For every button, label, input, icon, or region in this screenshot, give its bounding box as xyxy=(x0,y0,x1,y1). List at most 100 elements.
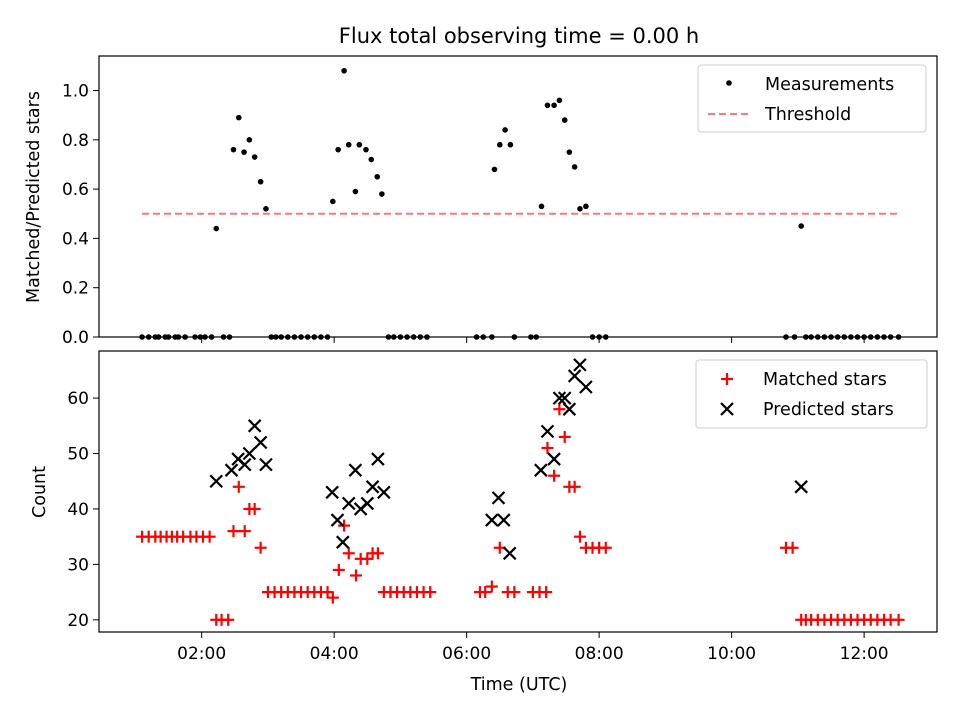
matched-stars-point xyxy=(553,403,566,416)
chart-title: Flux total observing time = 0.00 h xyxy=(339,24,699,48)
predicted-stars-point xyxy=(496,513,511,527)
matched-stars-point xyxy=(485,580,498,593)
predicted-stars-point xyxy=(502,546,517,561)
measurements-point xyxy=(507,141,514,148)
measurements-point xyxy=(341,67,347,74)
predicted-stars-point xyxy=(209,474,224,489)
predicted-stars-point xyxy=(341,496,356,511)
matched-stars-point xyxy=(573,530,586,543)
measurements-point xyxy=(251,154,258,160)
matched-stars-point xyxy=(254,541,267,554)
y-tick-label: 40 xyxy=(67,500,89,520)
measurements-point xyxy=(235,114,242,121)
predicted-stars-point xyxy=(371,452,385,466)
count-marks xyxy=(136,358,905,626)
matched-stars-point xyxy=(540,586,553,599)
matched-stars-point xyxy=(203,530,216,543)
predicted-stars-point xyxy=(794,480,808,494)
count-y-ticks: 20 30 40 50 60 xyxy=(67,389,99,631)
matched-stars-point xyxy=(350,569,363,582)
measurements-point xyxy=(571,164,578,170)
y-tick-label: 0.4 xyxy=(62,229,89,249)
count-panel: 20 30 40 50 60 02:00 04:00 06:00 08:00 10:00 12:0… xyxy=(30,350,938,695)
y-tick-label: 0.0 xyxy=(62,328,89,348)
y-tick-label: 20 xyxy=(67,611,89,631)
matched-stars-point xyxy=(599,541,612,554)
y-tick-label: 50 xyxy=(67,445,89,465)
predicted-stars-point xyxy=(552,391,567,405)
measurements-point xyxy=(379,191,385,197)
count-x-ticks: 02:00 04:00 06:00 08:00 10:00 12:00 xyxy=(177,632,889,664)
predicted-stars-point xyxy=(485,513,499,527)
count-legend: Matched stars Predicted stars xyxy=(695,359,928,429)
measurements-point xyxy=(374,173,381,180)
ratio-legend-box xyxy=(697,64,927,133)
predicted-stars-point xyxy=(348,463,363,477)
measurements-point xyxy=(263,206,269,212)
predicted-stars-point xyxy=(377,485,391,500)
x-tick-label: 04:00 xyxy=(310,644,359,664)
matched-stars-point xyxy=(338,519,351,532)
matched-stars-point xyxy=(424,586,437,599)
y-tick-label: 60 xyxy=(67,389,89,409)
measurements-point xyxy=(335,146,341,153)
matched-stars-point xyxy=(321,586,334,599)
y-tick-label: 1.0 xyxy=(62,82,89,102)
measurements-point xyxy=(556,97,563,104)
matched-stars-point xyxy=(342,547,355,560)
measurements-point xyxy=(544,102,551,109)
matched-stars-point xyxy=(371,547,384,560)
predicted-stars-point xyxy=(491,491,506,505)
x-tick-label: 08:00 xyxy=(575,644,624,664)
measurements-point xyxy=(230,146,237,153)
predicted-stars-point xyxy=(534,463,548,477)
predicted-stars-point xyxy=(573,358,587,372)
legend-measurements-label: Measurements xyxy=(765,75,894,95)
measurements-point xyxy=(241,149,247,155)
predicted-stars-point xyxy=(325,485,339,500)
y-tick-label: 30 xyxy=(67,555,89,575)
measurements-point xyxy=(551,102,557,109)
measurements-point xyxy=(491,166,498,173)
measurements-point xyxy=(330,198,336,205)
predicted-stars-point xyxy=(365,480,380,494)
ratio-y-ticks: 0.0 0.2 0.4 0.6 0.8 1.0 xyxy=(62,82,99,348)
predicted-stars-point xyxy=(562,402,577,416)
x-tick-label: 10:00 xyxy=(707,644,756,664)
matched-stars-point xyxy=(332,563,345,576)
ratio-x-ticks xyxy=(201,337,865,343)
matched-stars-point xyxy=(508,586,521,599)
predicted-stars-point xyxy=(330,513,345,527)
measurements-point xyxy=(496,141,503,148)
ratio-panel: 0.0 0.2 0.4 0.6 0.8 1.0 Matched/Predicted sta… xyxy=(24,55,938,348)
x-tick-label: 12:00 xyxy=(840,644,889,664)
matched-stars-point xyxy=(326,591,339,604)
predicted-stars-point xyxy=(557,391,572,405)
predicted-stars-point xyxy=(237,457,252,472)
predicted-stars-point xyxy=(253,435,268,450)
y-tick-label: 0.8 xyxy=(62,131,89,151)
measurements-point xyxy=(577,206,583,212)
legend-predicted-label: Predicted stars xyxy=(763,400,894,420)
measurements-point xyxy=(213,225,220,232)
matched-stars-point xyxy=(248,502,261,515)
x-tick-label: 06:00 xyxy=(442,644,491,664)
y-tick-label: 0.2 xyxy=(62,279,89,299)
matched-stars-point xyxy=(227,525,240,538)
matched-stars-point xyxy=(222,613,235,626)
legend-predicted-marker xyxy=(720,402,734,416)
y-tick-label: 0.6 xyxy=(62,180,89,200)
measurements-point xyxy=(368,156,375,163)
matched-stars-point xyxy=(568,480,581,493)
predicted-stars-point xyxy=(540,424,555,439)
matched-stars-point xyxy=(786,541,799,554)
matched-stars-point xyxy=(238,525,251,538)
predicted-stars-point xyxy=(547,452,561,466)
measurements-point xyxy=(246,137,253,143)
matched-stars-point xyxy=(232,480,245,493)
measurements-point xyxy=(583,203,589,210)
predicted-stars-point xyxy=(224,463,239,477)
matched-stars-point xyxy=(361,552,374,565)
measurements-point xyxy=(363,146,369,153)
